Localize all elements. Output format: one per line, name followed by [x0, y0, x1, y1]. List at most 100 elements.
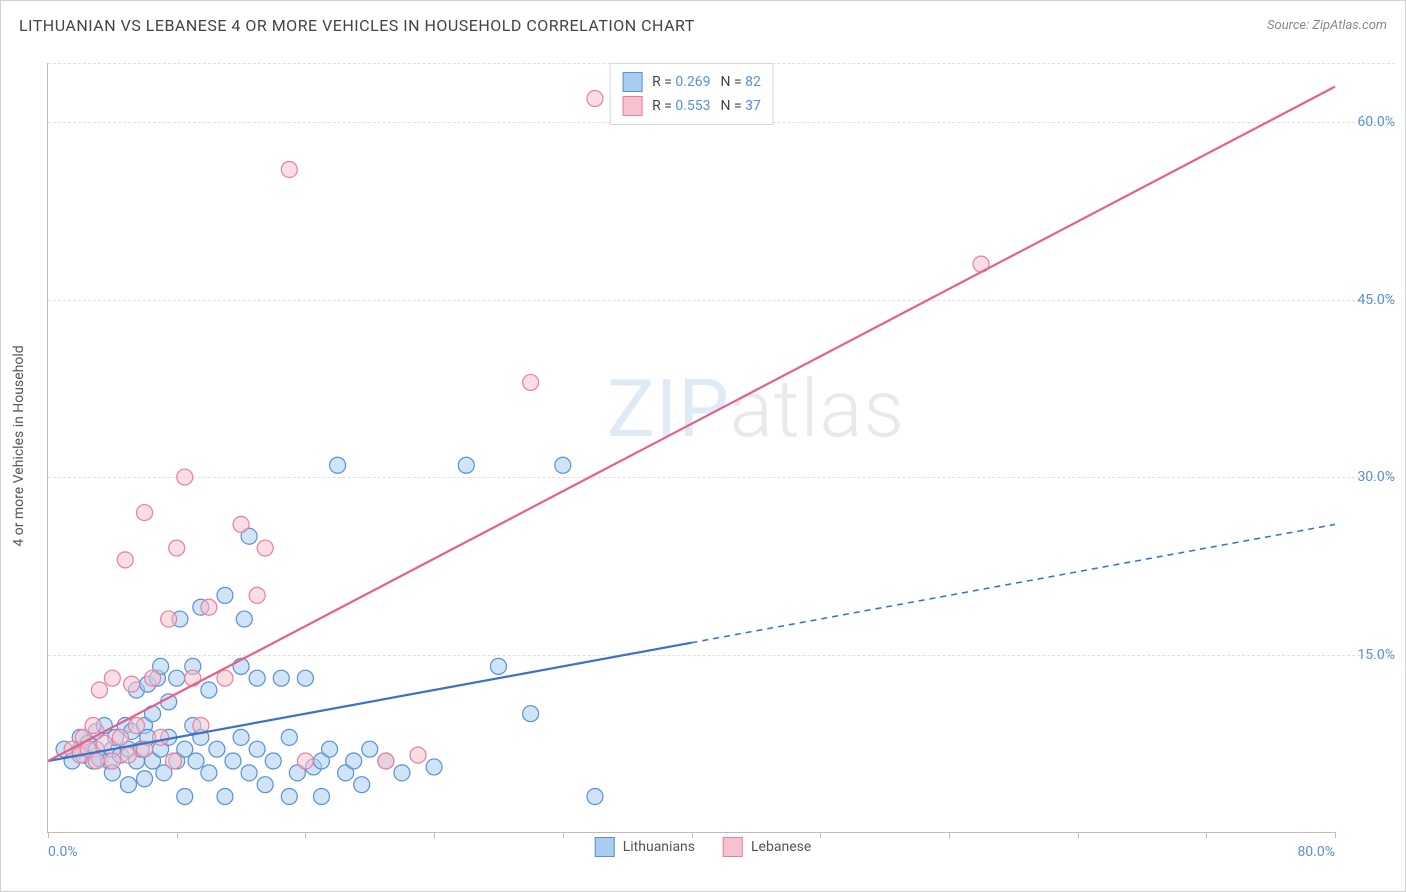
scatter-point — [249, 670, 265, 686]
scatter-point — [354, 777, 370, 793]
x-tick — [1078, 832, 1079, 838]
scatter-point — [265, 753, 281, 769]
scatter-point — [281, 161, 297, 177]
scatter-point — [225, 753, 241, 769]
scatter-point — [257, 540, 273, 556]
scatter-point — [236, 611, 252, 627]
scatter-point — [587, 90, 603, 106]
scatter-point — [112, 729, 128, 745]
scatter-point — [297, 670, 313, 686]
scatter-point — [378, 753, 394, 769]
legend-swatch-lebanese — [622, 96, 642, 116]
x-tick — [1335, 832, 1336, 838]
scatter-point — [257, 777, 273, 793]
scatter-point — [209, 741, 225, 757]
scatter-point — [490, 658, 506, 674]
legend-label-lithuanian: Lithuanians — [623, 839, 695, 855]
scatter-point — [330, 457, 346, 473]
scatter-point — [362, 741, 378, 757]
legend-label-lebanese: Lebanese — [751, 839, 811, 855]
scatter-point — [249, 741, 265, 757]
scatter-point — [120, 777, 136, 793]
n-stat-lebanese: N = 37 — [721, 98, 761, 114]
x-tick — [563, 832, 564, 838]
scatter-point — [217, 789, 233, 805]
x-tick-label: 80.0% — [1297, 844, 1335, 860]
legend-row-lebanese: R = 0.553 N = 37 — [622, 94, 761, 118]
scatter-point — [233, 516, 249, 532]
legend-swatch-lebanese-bottom — [723, 837, 743, 857]
plot-area: R = 0.269 N = 82 R = 0.553 N = 37 ZIPatl… — [47, 63, 1335, 833]
scatter-point — [169, 670, 185, 686]
r-stat-lithuanian: R = 0.269 — [652, 74, 710, 90]
legend-swatch-lithuanian-bottom — [595, 837, 615, 857]
scatter-point — [201, 682, 217, 698]
source-attribution: Source: ZipAtlas.com — [1267, 18, 1387, 33]
scatter-point — [120, 747, 136, 763]
scatter-point — [587, 789, 603, 805]
legend-swatch-lithuanian — [622, 72, 642, 92]
n-stat-lithuanian: N = 82 — [721, 74, 761, 90]
trendline-dashed — [692, 524, 1336, 642]
scatter-point — [523, 374, 539, 390]
chart-title: LITHUANIAN VS LEBANESE 4 OR MORE VEHICLE… — [19, 16, 695, 35]
y-tick-label: 60.0% — [1339, 114, 1395, 130]
y-axis-label: 4 or more Vehicles in Household — [11, 345, 27, 546]
scatter-point — [217, 587, 233, 603]
trendline — [48, 87, 1335, 761]
x-tick — [1206, 832, 1207, 838]
scatter-point — [185, 670, 201, 686]
x-tick — [48, 832, 49, 838]
scatter-point — [128, 718, 144, 734]
scatter-point — [177, 469, 193, 485]
scatter-point — [104, 670, 120, 686]
scatter-svg — [48, 63, 1335, 832]
scatter-point — [137, 771, 153, 787]
y-tick-label: 45.0% — [1339, 292, 1395, 308]
scatter-point — [313, 789, 329, 805]
chart-container: LITHUANIAN VS LEBANESE 4 OR MORE VEHICLE… — [0, 0, 1406, 892]
scatter-point — [145, 670, 161, 686]
scatter-point — [88, 753, 104, 769]
x-tick — [820, 832, 821, 838]
x-tick — [177, 832, 178, 838]
legend-item-lebanese: Lebanese — [723, 837, 811, 857]
scatter-point — [458, 457, 474, 473]
scatter-point — [322, 741, 338, 757]
legend-item-lithuanian: Lithuanians — [595, 837, 695, 857]
scatter-point — [153, 729, 169, 745]
scatter-point — [394, 765, 410, 781]
scatter-point — [201, 765, 217, 781]
x-tick-label: 0.0% — [48, 844, 78, 860]
scatter-point — [117, 552, 133, 568]
scatter-point — [85, 718, 101, 734]
scatter-point — [281, 789, 297, 805]
x-tick — [949, 832, 950, 838]
scatter-point — [188, 753, 204, 769]
scatter-point — [426, 759, 442, 775]
scatter-point — [273, 670, 289, 686]
scatter-point — [165, 753, 181, 769]
r-stat-lebanese: R = 0.553 — [652, 98, 710, 114]
scatter-point — [233, 729, 249, 745]
scatter-point — [346, 753, 362, 769]
legend-row-lithuanian: R = 0.269 N = 82 — [622, 70, 761, 94]
header: LITHUANIAN VS LEBANESE 4 OR MORE VEHICLE… — [1, 1, 1405, 41]
y-tick-label: 15.0% — [1339, 647, 1395, 663]
scatter-point — [177, 789, 193, 805]
x-tick — [305, 832, 306, 838]
scatter-point — [124, 676, 140, 692]
scatter-point — [297, 753, 313, 769]
scatter-point — [217, 670, 233, 686]
scatter-point — [201, 599, 217, 615]
series-legend: Lithuanians Lebanese — [595, 837, 812, 857]
scatter-point — [137, 505, 153, 521]
scatter-point — [91, 682, 107, 698]
scatter-point — [523, 706, 539, 722]
x-tick — [434, 832, 435, 838]
scatter-point — [169, 540, 185, 556]
scatter-point — [410, 747, 426, 763]
scatter-point — [281, 729, 297, 745]
scatter-point — [161, 611, 177, 627]
scatter-point — [104, 753, 120, 769]
